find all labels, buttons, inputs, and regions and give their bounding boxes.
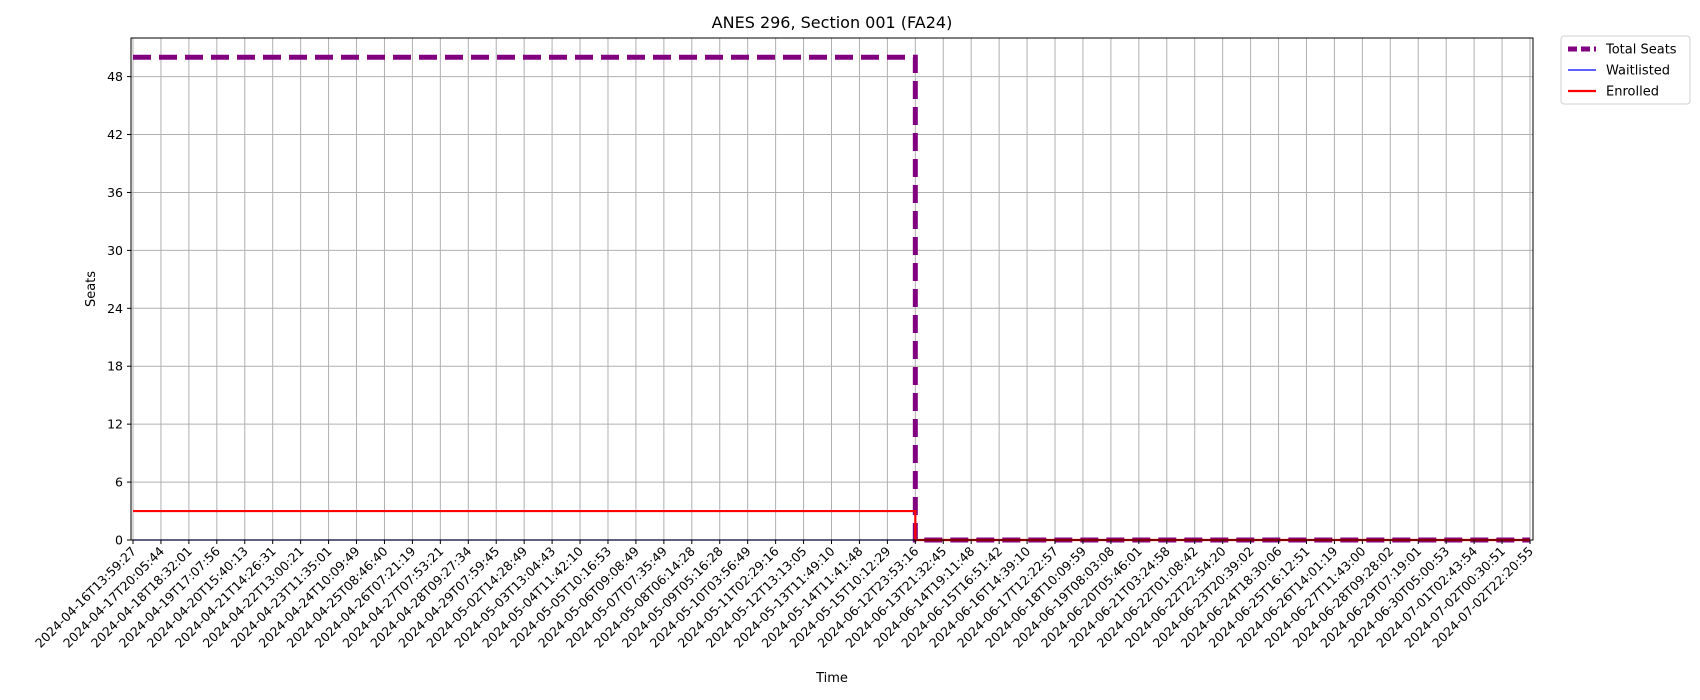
y-tick-label: 18 — [107, 359, 123, 374]
y-tick-label: 24 — [107, 301, 123, 316]
y-tick-label: 12 — [107, 417, 123, 432]
legend-label: Waitlisted — [1606, 64, 1670, 79]
legend-frame — [1560, 35, 1691, 105]
legend: Total Seats Waitlisted Enrolled — [1560, 35, 1691, 105]
y-tick-label: 30 — [107, 243, 123, 258]
y-tick-label: 42 — [107, 127, 123, 142]
y-axis-label: Seats — [84, 271, 99, 307]
legend-label: Total Seats — [1605, 43, 1677, 58]
legend-label: Enrolled — [1606, 85, 1659, 100]
y-tick-label: 6 — [115, 475, 123, 490]
x-axis-label: Time — [815, 671, 848, 686]
grid — [131, 38, 1533, 541]
y-ticks: 0 6 12 18 24 30 36 42 48 — [107, 69, 131, 548]
y-tick-label: 36 — [107, 185, 123, 200]
y-tick-label: 0 — [115, 533, 123, 548]
chart-title: ANES 296, Section 001 (FA24) — [712, 13, 953, 32]
y-tick-label: 48 — [107, 69, 123, 84]
x-ticks: 2024-04-16T13:59:272024-04-17T20:05:4420… — [32, 540, 1536, 651]
